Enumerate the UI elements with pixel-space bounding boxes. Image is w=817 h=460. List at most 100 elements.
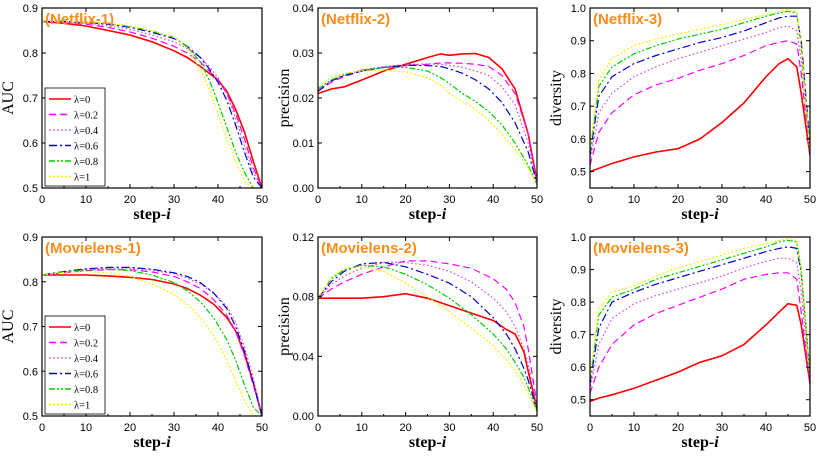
- y-axis-label: precision: [276, 297, 293, 356]
- x-tick-label: 40: [487, 194, 499, 206]
- series-line-4: [318, 261, 537, 411]
- x-tick-label: 30: [168, 194, 180, 206]
- x-tick-label: 30: [443, 422, 455, 434]
- x-tick-label: 10: [356, 194, 368, 206]
- legend-label: λ=1: [74, 173, 90, 184]
- y-tick-label: 0.6: [571, 134, 586, 146]
- y-tick-label: 0.8: [571, 297, 586, 309]
- panel-title: (Movielens-3): [593, 240, 689, 257]
- y-tick-label: 0.00: [293, 183, 314, 195]
- legend: λ=0 λ=0.2 λ=0.4 λ=0.6 λ=0.8 λ=1: [44, 87, 106, 187]
- y-tick-label: 0.02: [293, 93, 314, 105]
- y-tick-label: 0.08: [293, 292, 314, 304]
- series-line-2: [318, 260, 537, 405]
- y-tick-label: 0.5: [23, 411, 38, 423]
- series-line-5: [590, 10, 810, 153]
- x-tick-label: 10: [80, 422, 92, 434]
- panel-title: (Netflix-1): [45, 11, 114, 28]
- y-tick-label: 0.7: [23, 93, 38, 105]
- panel-3: 0 10 20 30 40 50 0.5 0.6 0.7 0.8 0.9 1.0 (Netflix-3)…: [548, 3, 816, 223]
- panel-title: (Movielens-1): [45, 240, 141, 257]
- series-line-2: [42, 20, 262, 188]
- series-line-5: [318, 264, 537, 412]
- series-line-1: [318, 292, 537, 409]
- x-axis-label: step-i: [133, 434, 171, 451]
- panel-1: 0 10 20 30 40 50 0.5 0.6 0.7 0.8 0.9 (Netflix-1) AUC…: [0, 3, 268, 223]
- legend-label: λ=1: [74, 401, 90, 412]
- series-line-5: [42, 268, 262, 416]
- series-line-6: [318, 266, 537, 412]
- legend-label: λ=0.8: [74, 157, 98, 168]
- x-tick-label: 0: [315, 194, 321, 206]
- x-tick-label: 50: [804, 194, 816, 206]
- x-tick-label: 10: [628, 194, 640, 206]
- legend-label: λ=0: [74, 95, 90, 106]
- legend: λ=0 λ=0.2 λ=0.4 λ=0.6 λ=0.8 λ=1: [44, 315, 106, 415]
- series-line-6: [42, 270, 262, 416]
- y-axis-label: AUC: [0, 310, 17, 344]
- x-axis-label: step-i: [681, 434, 719, 451]
- series-line-2: [318, 62, 537, 184]
- panel-4: 0 10 20 30 40 50 0.5 0.6 0.7 0.8 0.9 (Movielens-1) A…: [0, 232, 268, 451]
- x-tick-label: 0: [39, 422, 45, 434]
- y-tick-label: 0.6: [23, 138, 38, 150]
- series-line-1: [318, 52, 537, 182]
- x-tick-label: 40: [212, 422, 224, 434]
- legend-box: [44, 87, 106, 187]
- y-tick-label: 0.6: [571, 362, 586, 374]
- x-tick-label: 0: [587, 194, 593, 206]
- panel-title: (Netflix-2): [321, 11, 390, 28]
- series-line-2: [590, 40, 810, 166]
- panel-title: (Movielens-2): [321, 240, 417, 257]
- series-line-3: [42, 20, 262, 188]
- x-tick-label: 20: [124, 422, 136, 434]
- y-tick-label: 0.8: [23, 277, 38, 289]
- y-tick-label: 0.7: [571, 330, 586, 342]
- x-tick-label: 10: [628, 422, 640, 434]
- plot-frame: [317, 236, 538, 417]
- x-tick-label: 10: [356, 422, 368, 434]
- y-tick-label: 0.01: [293, 138, 314, 150]
- x-tick-label: 30: [168, 422, 180, 434]
- series-line-6: [590, 237, 810, 377]
- x-tick-label: 20: [672, 194, 684, 206]
- plot-frame: [317, 7, 538, 189]
- panel-5: 0 10 20 30 40 50 0.00 0.04 0.08 0.12 (Movielens-2)…: [276, 232, 543, 451]
- y-tick-label: 0.5: [571, 167, 586, 179]
- series-line-5: [42, 20, 262, 188]
- x-tick-label: 20: [399, 194, 411, 206]
- y-tick-label: 0.9: [23, 3, 38, 15]
- y-tick-label: 0.7: [23, 322, 38, 334]
- x-tick-label: 40: [212, 194, 224, 206]
- y-tick-label: 1.0: [571, 3, 586, 15]
- series-line-4: [318, 64, 537, 184]
- x-tick-label: 50: [804, 422, 816, 434]
- legend-label: λ=0: [74, 323, 90, 334]
- x-axis-label: step-i: [409, 206, 447, 223]
- x-tick-label: 10: [80, 194, 92, 206]
- legend-label: λ=0.4: [74, 354, 99, 365]
- y-tick-label: 0.04: [293, 3, 314, 15]
- y-tick-label: 0.12: [293, 232, 314, 244]
- x-tick-label: 40: [487, 422, 499, 434]
- x-tick-label: 40: [760, 422, 772, 434]
- series-line-4: [42, 20, 262, 188]
- x-tick-label: 50: [256, 422, 268, 434]
- x-tick-label: 20: [399, 422, 411, 434]
- x-tick-label: 0: [315, 422, 321, 434]
- series-line-6: [590, 8, 810, 153]
- legend-label: λ=0.2: [74, 111, 98, 122]
- x-tick-label: 50: [256, 194, 268, 206]
- series-line-1: [42, 20, 262, 188]
- x-tick-label: 20: [124, 194, 136, 206]
- series-line-3: [590, 257, 810, 391]
- x-tick-label: 40: [760, 194, 772, 206]
- x-tick-label: 30: [443, 194, 455, 206]
- series-line-4: [42, 266, 262, 416]
- series-line-1: [590, 302, 810, 403]
- series-line-3: [318, 63, 537, 184]
- series-line-3: [318, 261, 537, 408]
- series-line-1: [590, 57, 810, 173]
- y-tick-label: 0.9: [571, 265, 586, 277]
- panel-6: 0 10 20 30 40 50 0.5 0.6 0.7 0.8 0.9 1.0 (Movielens-…: [548, 232, 816, 451]
